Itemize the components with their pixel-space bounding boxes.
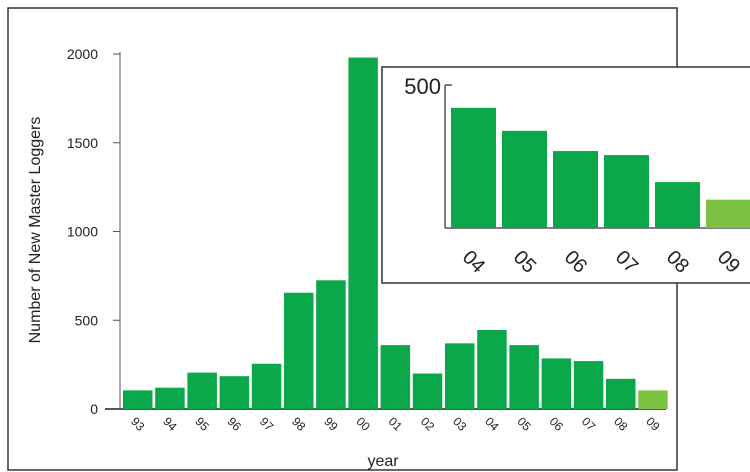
bar-96	[219, 376, 250, 409]
inset-y-ticks: 500	[404, 74, 452, 99]
bar-05	[509, 345, 539, 409]
y-tick-label-2000: 2000	[67, 46, 98, 62]
inset-bar-05	[502, 130, 547, 228]
y-tick-label-0: 0	[90, 401, 98, 417]
main-bars	[123, 57, 668, 410]
bar-09	[638, 390, 668, 409]
bar-00	[348, 57, 378, 410]
inset-bars	[451, 107, 750, 228]
inset-bar-07	[604, 155, 649, 228]
y-tick-label-500: 500	[75, 312, 99, 328]
bar-01	[380, 345, 411, 409]
bar-93	[123, 390, 153, 409]
bar-03	[445, 343, 475, 409]
inset-bar-04	[451, 107, 496, 228]
y-axis-title: Number of New Master Loggers	[27, 117, 44, 344]
x-axis-title: year	[367, 453, 399, 470]
bar-07	[573, 361, 604, 409]
bar-99	[316, 280, 346, 409]
main-y-ticks: 0 500 1000 1500 2000	[67, 46, 120, 417]
inset-bar-08	[655, 182, 700, 228]
bar-02	[412, 373, 443, 409]
bar-95	[187, 372, 217, 409]
y-tick-label-1000: 1000	[67, 224, 98, 240]
inset-y-tick-label-500: 500	[404, 74, 441, 99]
bar-94	[155, 387, 185, 409]
bar-98	[284, 292, 314, 409]
y-tick-label-1500: 1500	[67, 135, 98, 151]
bar-04	[477, 330, 507, 409]
inset-bar-06	[553, 151, 598, 228]
inset-bar-09	[706, 199, 750, 228]
bar-06	[541, 358, 572, 409]
bar-08	[606, 378, 636, 409]
bar-97	[251, 363, 282, 409]
inset-chart: 500 04 05 06 07 08 09	[381, 66, 750, 284]
